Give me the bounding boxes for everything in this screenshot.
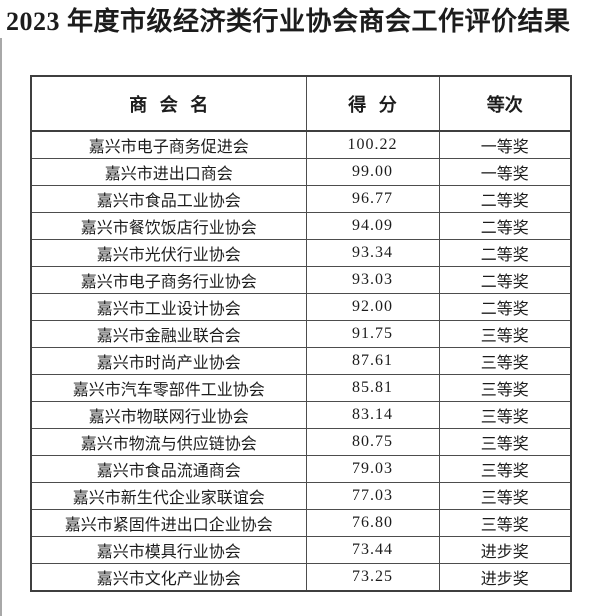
- table-row: 嘉兴市电子商务行业协会 93.03 二等奖: [30, 266, 572, 294]
- cell-chamber-name: 嘉兴市物流与供应链协会: [30, 428, 307, 456]
- cell-score: 79.03: [305, 455, 440, 483]
- cell-score: 76.80: [305, 509, 440, 537]
- cell-score: 87.61: [305, 347, 440, 375]
- table-row: 嘉兴市电子商务促进会 100.22 一等奖: [30, 130, 572, 159]
- cell-grade: 进步奖: [438, 563, 572, 592]
- cell-chamber-name: 嘉兴市汽车零部件工业协会: [30, 374, 307, 402]
- table-row: 嘉兴市汽车零部件工业协会 85.81 三等奖: [30, 374, 572, 402]
- cell-grade: 三等奖: [438, 320, 572, 348]
- cell-score: 83.14: [305, 401, 440, 429]
- cell-grade: 三等奖: [438, 428, 572, 456]
- cell-grade: 二等奖: [438, 212, 572, 240]
- cell-grade: 二等奖: [438, 293, 572, 321]
- page-title: 2023 年度市级经济类行业协会商会工作评价结果: [6, 7, 571, 36]
- cell-chamber-name: 嘉兴市金融业联合会: [30, 320, 307, 348]
- cell-chamber-name: 嘉兴市物联网行业协会: [30, 401, 307, 429]
- cell-chamber-name: 嘉兴市电子商务行业协会: [30, 266, 307, 294]
- table-row: 嘉兴市模具行业协会 73.44 进步奖: [30, 536, 572, 564]
- cell-score: 100.22: [305, 130, 440, 159]
- cell-grade: 一等奖: [438, 158, 572, 186]
- cell-score: 94.09: [305, 212, 440, 240]
- cell-chamber-name: 嘉兴市紧固件进出口企业协会: [30, 509, 307, 537]
- cell-score: 73.44: [305, 536, 440, 564]
- table-row: 嘉兴市物联网行业协会 83.14 三等奖: [30, 401, 572, 429]
- table-row: 嘉兴市文化产业协会 73.25 进步奖: [30, 563, 572, 592]
- cell-chamber-name: 嘉兴市食品流通商会: [30, 455, 307, 483]
- cell-score: 80.75: [305, 428, 440, 456]
- cell-chamber-name: 嘉兴市模具行业协会: [30, 536, 307, 564]
- cell-chamber-name: 嘉兴市工业设计协会: [30, 293, 307, 321]
- column-header-score: 得 分: [305, 75, 440, 132]
- cell-grade: 二等奖: [438, 266, 572, 294]
- table-body: 嘉兴市电子商务促进会 100.22 一等奖 嘉兴市进出口商会 99.00 一等奖 嘉兴市食品…: [30, 130, 572, 592]
- cell-chamber-name: 嘉兴市进出口商会: [30, 158, 307, 186]
- table-row: 嘉兴市工业设计协会 92.00 二等奖: [30, 293, 572, 321]
- column-header-chamber-name: 商 会 名: [30, 75, 307, 132]
- cell-grade: 三等奖: [438, 509, 572, 537]
- table-row: 嘉兴市食品工业协会 96.77 二等奖: [30, 185, 572, 213]
- cell-score: 91.75: [305, 320, 440, 348]
- cell-chamber-name: 嘉兴市新生代企业家联谊会: [30, 482, 307, 510]
- cell-grade: 一等奖: [438, 130, 572, 159]
- table-row: 嘉兴市物流与供应链协会 80.75 三等奖: [30, 428, 572, 456]
- cell-chamber-name: 嘉兴市时尚产业协会: [30, 347, 307, 375]
- cell-grade: 三等奖: [438, 374, 572, 402]
- table-row: 嘉兴市新生代企业家联谊会 77.03 三等奖: [30, 482, 572, 510]
- column-header-grade: 等次: [438, 75, 572, 132]
- cell-score: 92.00: [305, 293, 440, 321]
- evaluation-results-table: 商 会 名 得 分 等次 嘉兴市电子商务促进会 100.22 一等奖 嘉兴市进出口商会…: [30, 75, 572, 592]
- page-edge-artifact: [0, 38, 2, 616]
- table-row: 嘉兴市金融业联合会 91.75 三等奖: [30, 320, 572, 348]
- cell-chamber-name: 嘉兴市光伏行业协会: [30, 239, 307, 267]
- cell-grade: 三等奖: [438, 482, 572, 510]
- table-row: 嘉兴市光伏行业协会 93.34 二等奖: [30, 239, 572, 267]
- cell-score: 73.25: [305, 563, 440, 592]
- cell-score: 96.77: [305, 185, 440, 213]
- cell-grade: 进步奖: [438, 536, 572, 564]
- table-row: 嘉兴市餐饮饭店行业协会 94.09 二等奖: [30, 212, 572, 240]
- cell-score: 93.34: [305, 239, 440, 267]
- cell-chamber-name: 嘉兴市文化产业协会: [30, 563, 307, 592]
- table-header-row: 商 会 名 得 分 等次: [30, 75, 572, 132]
- cell-grade: 三等奖: [438, 401, 572, 429]
- cell-score: 77.03: [305, 482, 440, 510]
- cell-chamber-name: 嘉兴市餐饮饭店行业协会: [30, 212, 307, 240]
- cell-grade: 三等奖: [438, 347, 572, 375]
- table-header: 商 会 名 得 分 等次: [30, 75, 572, 132]
- table-row: 嘉兴市时尚产业协会 87.61 三等奖: [30, 347, 572, 375]
- cell-chamber-name: 嘉兴市食品工业协会: [30, 185, 307, 213]
- cell-score: 93.03: [305, 266, 440, 294]
- cell-score: 99.00: [305, 158, 440, 186]
- table-row: 嘉兴市食品流通商会 79.03 三等奖: [30, 455, 572, 483]
- cell-chamber-name: 嘉兴市电子商务促进会: [30, 130, 307, 159]
- table-row: 嘉兴市进出口商会 99.00 一等奖: [30, 158, 572, 186]
- table-row: 嘉兴市紧固件进出口企业协会 76.80 三等奖: [30, 509, 572, 537]
- cell-grade: 二等奖: [438, 239, 572, 267]
- cell-grade: 三等奖: [438, 455, 572, 483]
- cell-score: 85.81: [305, 374, 440, 402]
- cell-grade: 二等奖: [438, 185, 572, 213]
